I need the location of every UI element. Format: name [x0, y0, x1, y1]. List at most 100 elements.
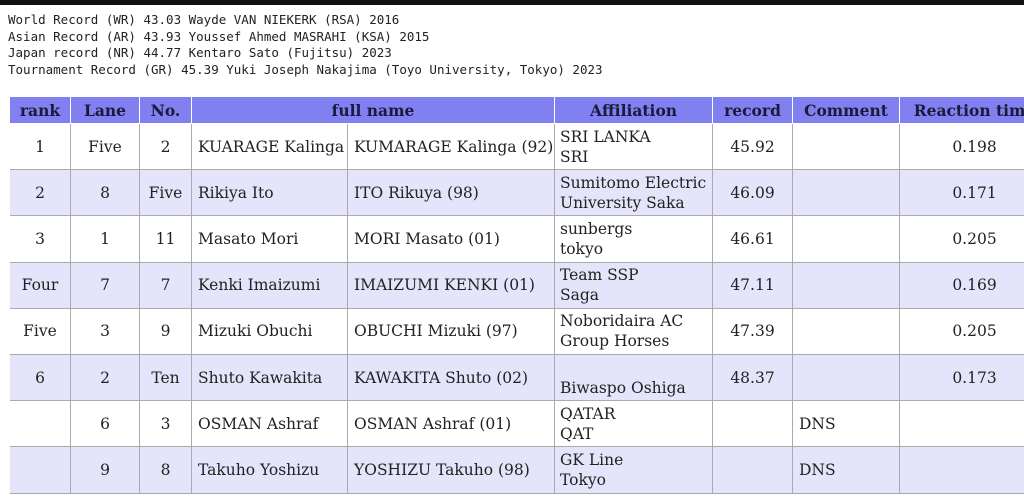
table-cell: 0.173 [900, 355, 1024, 402]
table-cell: OSMAN Ashraf [192, 401, 348, 448]
table-cell [900, 447, 1024, 494]
table-cell: 8 [140, 447, 192, 494]
table-cell: Team SSP Saga [555, 262, 713, 309]
table-cell: Biwaspo Oshiga [555, 355, 713, 402]
table-cell: KUMARAGE Kalinga (92) [348, 124, 555, 171]
table-cell: 1 [10, 124, 71, 171]
table-cell: 11 [140, 216, 192, 263]
table-cell: Kenki Imaizumi [192, 262, 348, 309]
table-cell [713, 401, 793, 448]
table-cell: 1 [71, 216, 140, 263]
affiliation-line: QAT [560, 424, 594, 443]
table-cell [793, 216, 900, 263]
table-cell: MORI Masato (01) [348, 216, 555, 263]
table-cell [793, 355, 900, 402]
table-cell: Four [10, 262, 71, 309]
table-cell: 46.61 [713, 216, 793, 263]
affiliation-line: sunbergs [560, 219, 633, 238]
table-cell [10, 447, 71, 494]
table-cell [793, 124, 900, 171]
column-header: Lane [71, 97, 140, 124]
table-cell: 0.205 [900, 216, 1024, 263]
table-cell: 0.205 [900, 309, 1024, 355]
table-cell [793, 308, 900, 355]
table-cell: 7 [71, 262, 140, 309]
record-line: World Record (WR) 43.03 Wayde VAN NIEKER… [8, 12, 400, 27]
table-cell: 2 [71, 355, 140, 402]
table-cell: Five [140, 170, 192, 217]
table-cell: 47.39 [713, 308, 793, 355]
table-cell: OBUCHI Mizuki (97) [348, 308, 555, 355]
table-cell: 3 [140, 401, 192, 448]
column-header: Comment [793, 97, 900, 124]
table-cell: ITO Rikuya (98) [348, 170, 555, 217]
table-cell: SRI LANKA SRI [555, 124, 713, 171]
results-table: rank Lane No. full name Affiliation record Com… [10, 97, 1024, 501]
table-cell [793, 262, 900, 309]
table-cell: Shuto Kawakita [192, 355, 348, 402]
table-cell: 46.09 [713, 170, 793, 217]
column-header: record [713, 97, 793, 124]
table-cell: IMAIZUMI KENKI (01) [348, 262, 555, 309]
table-cell: Takuho Yoshizu [192, 447, 348, 494]
affiliation-line: SRI [560, 147, 589, 166]
column-header: Affiliation [555, 97, 713, 124]
column-header: full name [192, 97, 555, 124]
affiliation-line: QATAR [560, 404, 616, 423]
records: World Record (WR) 43.03 Wayde VAN NIEKER… [8, 12, 603, 78]
affiliation-line: Team SSP [560, 266, 639, 285]
table-cell: 0.198 [900, 124, 1024, 171]
record-line: Asian Record (AR) 43.93 Youssef Ahmed MA… [8, 28, 430, 44]
table-cell: Sumitomo Electric University Saka [555, 170, 713, 217]
table-cell: KAWAKITA Shuto (02) [348, 355, 555, 402]
affiliation-line: GK Line [560, 450, 624, 469]
table-cell: 8 [71, 170, 140, 217]
table-cell: Five [71, 124, 140, 171]
record-line: Japan record (NR) 44.77 Kentaro Sato (Fu… [8, 45, 392, 60]
column-header: Reaction time [900, 97, 1024, 124]
table-cell [713, 447, 793, 494]
table-cell: Five [10, 308, 71, 355]
affiliation-line: Saga [560, 286, 600, 305]
table-cell: 3 [71, 308, 140, 355]
affiliation-line: Tokyo [560, 470, 606, 489]
affiliation-line: SRI LANKA [560, 127, 651, 146]
table-cell: 9 [71, 447, 140, 494]
affiliation-line: Biwaspo Oshiga [560, 379, 686, 398]
affiliation-line: tokyo [560, 239, 604, 258]
affiliation-line: Group Horses [560, 332, 670, 351]
table-cell: 47.11 [713, 262, 793, 309]
affiliation-line: Sumitomo Electric [560, 173, 707, 192]
table-cell: 2 [140, 124, 192, 171]
table-cell: Ten [140, 355, 192, 402]
table-cell: 6 [10, 355, 71, 402]
table-cell: GK Line Tokyo [555, 447, 713, 494]
table-cell [793, 170, 900, 217]
column-header: No. [140, 97, 192, 124]
table-cell: Noboridaira AC Group Horses [555, 308, 713, 355]
table-cell [900, 401, 1024, 448]
table-cell: 0.171 [900, 170, 1024, 217]
table-cell: 48.37 [713, 355, 793, 402]
affiliation-line: University Saka [560, 193, 685, 212]
window-edge [0, 0, 1024, 5]
table-cell: 0.169 [900, 262, 1024, 309]
record-line: Tournament Record (GR) 45.39 Yuki Joseph… [8, 61, 603, 77]
table-cell: 2 [10, 170, 71, 217]
table-cell: Mizuki Obuchi [192, 308, 348, 355]
table-cell: YOSHIZU Takuho (98) [348, 447, 555, 494]
table-cell: Masato Mori [192, 216, 348, 263]
table-cell: QATAR QAT [555, 401, 713, 448]
affiliation-line: Noboridaira AC [560, 312, 684, 331]
table-cell: 9 [140, 308, 192, 355]
table-cell: KUARAGE Kalinga [192, 124, 348, 171]
table-cell: sunbergs tokyo [555, 216, 713, 263]
table-cell: Rikiya Ito [192, 170, 348, 217]
table-cell: DNS [793, 447, 900, 494]
table-cell: 7 [140, 262, 192, 309]
column-header: rank [10, 97, 71, 124]
table-cell [10, 401, 71, 448]
table-cell: 6 [71, 401, 140, 448]
table-cell: DNS [793, 401, 900, 448]
